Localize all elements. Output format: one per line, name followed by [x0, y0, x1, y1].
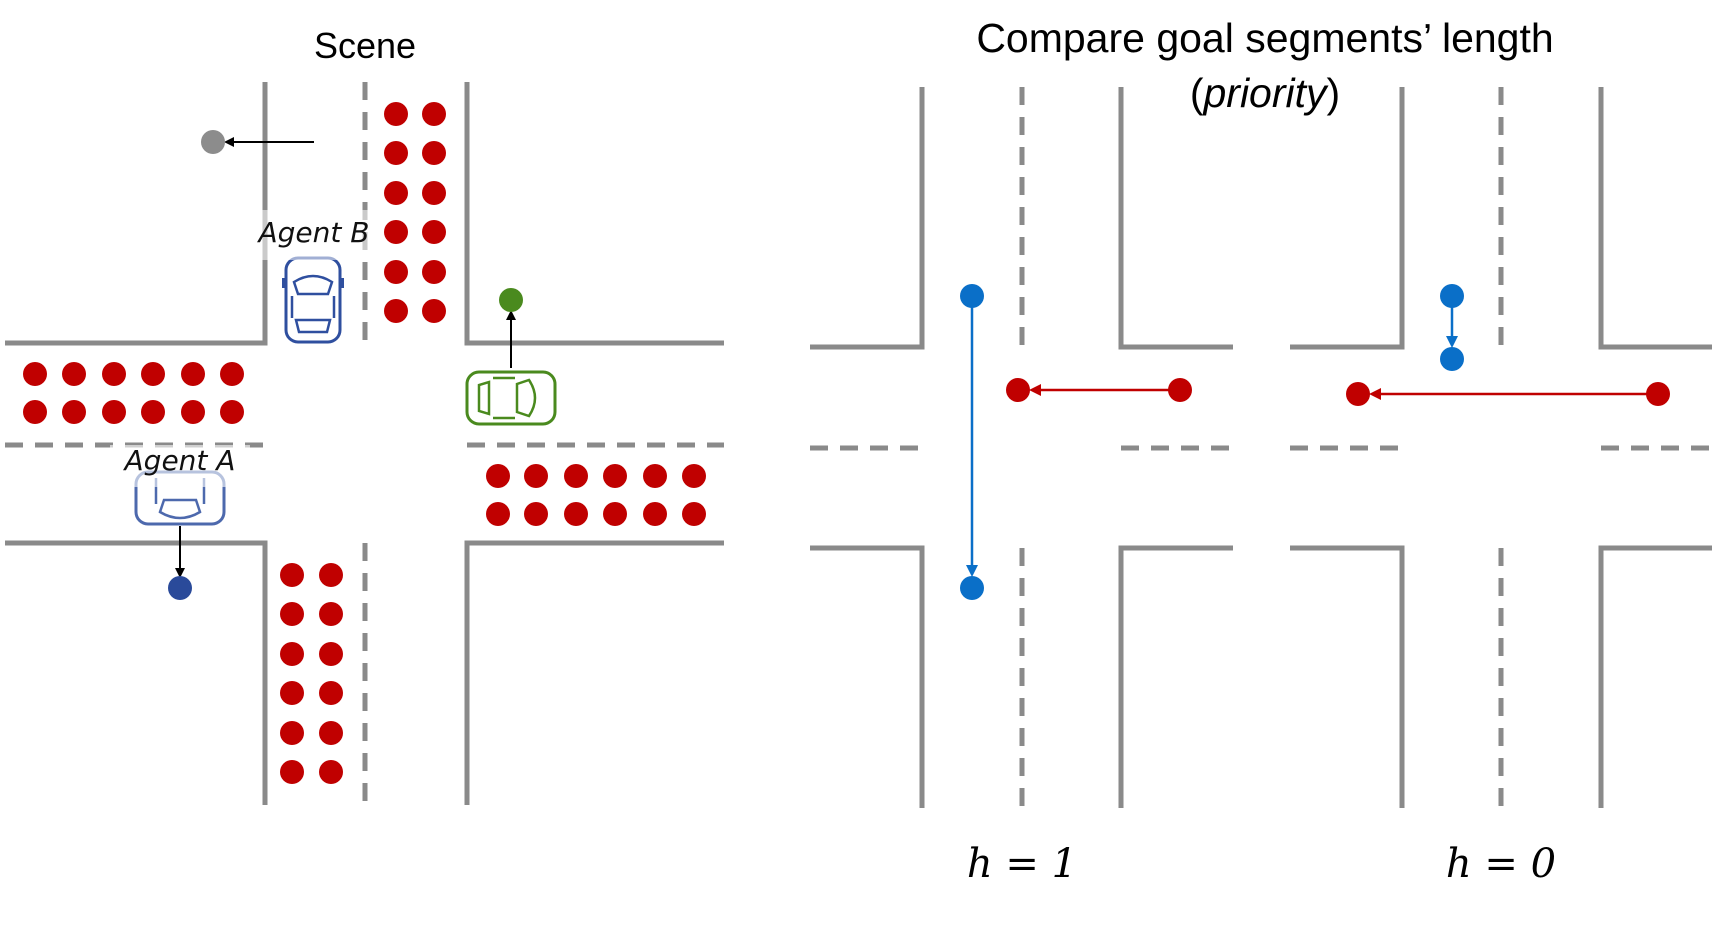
- agent-b-car-icon: [282, 256, 344, 344]
- intersection-h1: h = 1: [810, 87, 1233, 887]
- compare-subtitle-italic: priority: [1201, 70, 1329, 116]
- h0-blue-end: [1440, 347, 1464, 371]
- compare-title: Compare goal segments’ length: [976, 15, 1553, 61]
- scene-road-edges: [5, 82, 724, 805]
- crowd-west: [23, 362, 244, 424]
- agent-a-label: Agent A: [123, 444, 236, 477]
- compare-panel: Compare goal segments’ length (priority)…: [810, 15, 1712, 887]
- crowd-south: [280, 563, 343, 784]
- scene-title: Scene: [314, 25, 416, 66]
- h0-label: h = 0: [1446, 841, 1556, 887]
- green-car-icon: [465, 370, 557, 426]
- crowd-north: [384, 102, 446, 323]
- scene-lane-markings: [5, 82, 724, 805]
- compare-subtitle: (priority): [1190, 70, 1340, 116]
- h0-blue-start: [1440, 284, 1464, 308]
- intersection-h0: h = 0: [1290, 87, 1712, 887]
- h0-red-end: [1346, 382, 1370, 406]
- scene-panel: Scene: [5, 25, 724, 805]
- agent-b-label: Agent B: [257, 216, 370, 249]
- h1-label: h = 1: [967, 841, 1077, 887]
- agent-a-goal-dot: [168, 576, 192, 600]
- h1-blue-start: [960, 284, 984, 308]
- green-goal-dot: [499, 288, 523, 312]
- h1-blue-end: [960, 576, 984, 600]
- h1-red-end: [1006, 378, 1030, 402]
- h1-red-start: [1168, 378, 1192, 402]
- h0-red-start: [1646, 382, 1670, 406]
- crowd-east: [486, 464, 706, 526]
- gray-goal-dot: [201, 130, 225, 154]
- gray-goal-marker: [201, 130, 314, 154]
